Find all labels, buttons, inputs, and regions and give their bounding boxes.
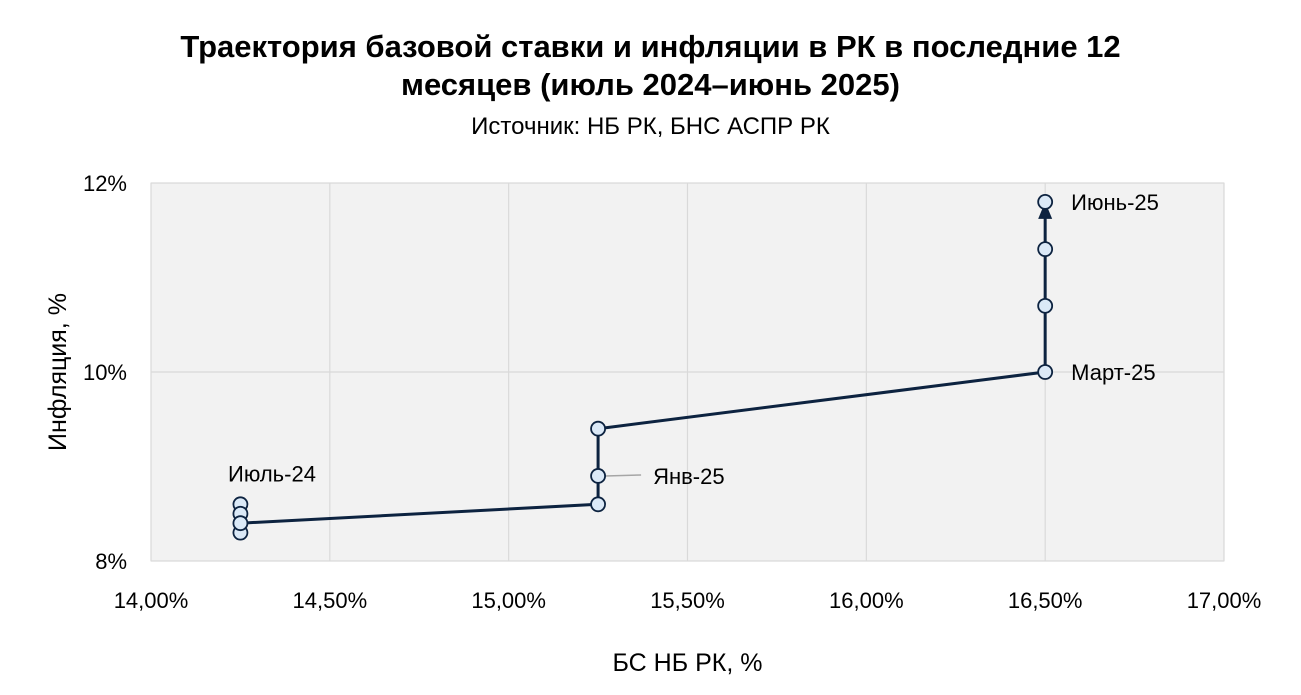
y-axis-ticks: 8% 10% 12%	[83, 171, 127, 574]
annotations: Июль-24 Янв-25 Март-25 Июнь-25	[228, 190, 1159, 489]
x-tick-label: 14,50%	[293, 588, 368, 613]
annotation-label: Июль-24	[228, 461, 316, 486]
data-point	[590, 496, 606, 513]
data-points	[232, 193, 1054, 541]
x-tick-label: 15,00%	[471, 588, 546, 613]
x-tick-label: 17,00%	[1187, 588, 1262, 613]
x-tick-label: 15,50%	[650, 588, 725, 613]
x-tick-label: 16,50%	[1008, 588, 1083, 613]
annotation-label: Март-25	[1071, 360, 1155, 385]
annotation-label: Янв-25	[653, 464, 725, 489]
data-point	[1037, 364, 1054, 380]
y-tick-label: 8%	[95, 549, 127, 574]
data-point	[1037, 193, 1054, 210]
chart-title-line-1: Траектория базовой ставки и инфляции в Р…	[180, 29, 1121, 64]
data-point	[1037, 241, 1054, 258]
x-tick-label: 16,00%	[829, 588, 904, 613]
grid-lines	[150, 182, 1225, 562]
chart-subtitle: Источник: НБ РК, БНС АСПР РК	[471, 113, 830, 140]
annotation-label: Июнь-25	[1071, 190, 1159, 215]
x-tick-label: 14,00%	[114, 588, 189, 613]
x-axis-ticks: 14,00% 14,50% 15,00% 15,50% 16,00% 16,50% 17,0…	[114, 588, 1262, 613]
trajectory-arrowhead	[1038, 201, 1053, 219]
annotation-leader-line	[605, 474, 642, 477]
chart-title: Траектория базовой ставки и инфляции в Р…	[0, 28, 1301, 104]
x-axis-title: БС НБ РК, %	[613, 649, 763, 677]
data-point	[1037, 297, 1054, 314]
data-point	[232, 515, 249, 532]
data-point	[590, 468, 606, 484]
data-point	[590, 420, 606, 437]
y-tick-label: 10%	[83, 360, 127, 385]
y-axis-title: Инфляция, %	[44, 293, 72, 451]
y-tick-label: 12%	[83, 171, 127, 196]
chart-title-line-2: месяцев (июль 2024–июнь 2025)	[401, 67, 900, 102]
